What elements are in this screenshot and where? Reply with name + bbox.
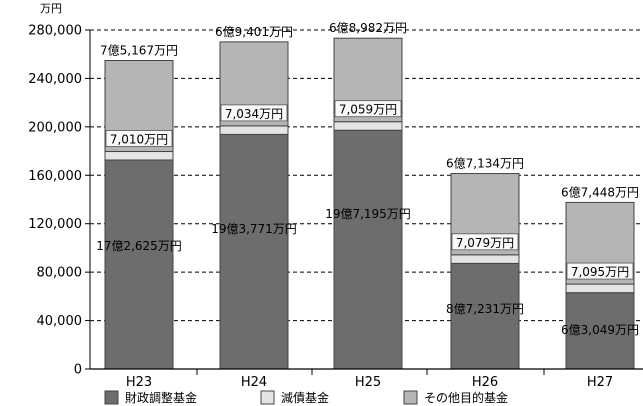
y-tick-label: 120,000 — [28, 217, 82, 232]
data-label-box — [220, 104, 288, 122]
data-label-box — [334, 100, 402, 118]
legend-label: 財政調整基金 — [125, 390, 197, 405]
legend-swatch — [403, 390, 418, 405]
x-axis: H23 H24 H25 H26 H27 — [90, 368, 643, 390]
x-tick-label: H23 — [126, 375, 152, 390]
bar-segment — [104, 159, 174, 370]
x-tick-label: H26 — [472, 375, 498, 390]
data-label: 8億7,231万円 — [446, 302, 524, 316]
data-label: 7,034万円 — [225, 107, 283, 121]
y-tick-label: 0 — [74, 363, 82, 378]
x-tick-label: H27 — [587, 375, 613, 390]
bar-segment — [565, 283, 635, 294]
y-tick-label: 40,000 — [37, 314, 83, 329]
data-label: 7,059万円 — [339, 103, 397, 117]
data-label: 6億8,982万円 — [329, 21, 407, 35]
bars — [104, 37, 635, 370]
bar-segment — [450, 254, 520, 264]
x-tick-label: H24 — [241, 375, 267, 390]
y-tick-label: 160,000 — [28, 169, 82, 184]
bar-segment — [450, 262, 520, 370]
data-label: 7,095万円 — [571, 265, 629, 279]
bar-segment — [219, 125, 289, 135]
data-label: 7,010万円 — [110, 133, 168, 147]
bar-segment — [219, 133, 289, 370]
legend-label: その他目的基金 — [424, 390, 508, 405]
y-axis: 0 40,000 80,000 120,000 160,000 200,000 240,00… — [28, 24, 91, 378]
data-label: 7億5,167万円 — [100, 44, 178, 58]
y-axis-unit-label: 万円 — [40, 2, 62, 15]
data-label-box — [105, 130, 173, 147]
y-tick-label: 200,000 — [28, 120, 82, 135]
data-label: 19億3,771万円 — [211, 222, 297, 236]
data-label: 17億2,625万円 — [96, 239, 182, 253]
bar-segment — [333, 129, 403, 370]
data-label: 6億7,448万円 — [561, 185, 639, 199]
y-tick-label: 80,000 — [37, 266, 83, 281]
data-labels: 17億2,625万円 7,010万円 7億5,167万円 19億3,771万円 7,03… — [96, 21, 639, 337]
y-tick-label: 240,000 — [28, 72, 82, 87]
y-tick-label: 280,000 — [28, 24, 82, 39]
x-tick-label: H25 — [355, 375, 381, 390]
data-label-box — [566, 262, 634, 280]
legend-swatch — [260, 390, 275, 405]
legend-swatch — [104, 390, 119, 405]
data-label: 6億7,134万円 — [446, 157, 524, 171]
legend-label: 減債基金 — [281, 390, 329, 405]
bar-segment — [565, 292, 635, 370]
data-label: 6億3,049万円 — [561, 323, 639, 337]
data-label: 7,079万円 — [456, 236, 514, 250]
data-label-box — [451, 233, 519, 251]
data-label: 6億9,401万円 — [215, 25, 293, 39]
legend: 財政調整基金 減債基金 その他目的基金 — [104, 390, 508, 405]
bar-segment — [333, 121, 403, 131]
bar-segment — [104, 151, 174, 161]
data-label: 19億7,195万円 — [325, 207, 411, 221]
